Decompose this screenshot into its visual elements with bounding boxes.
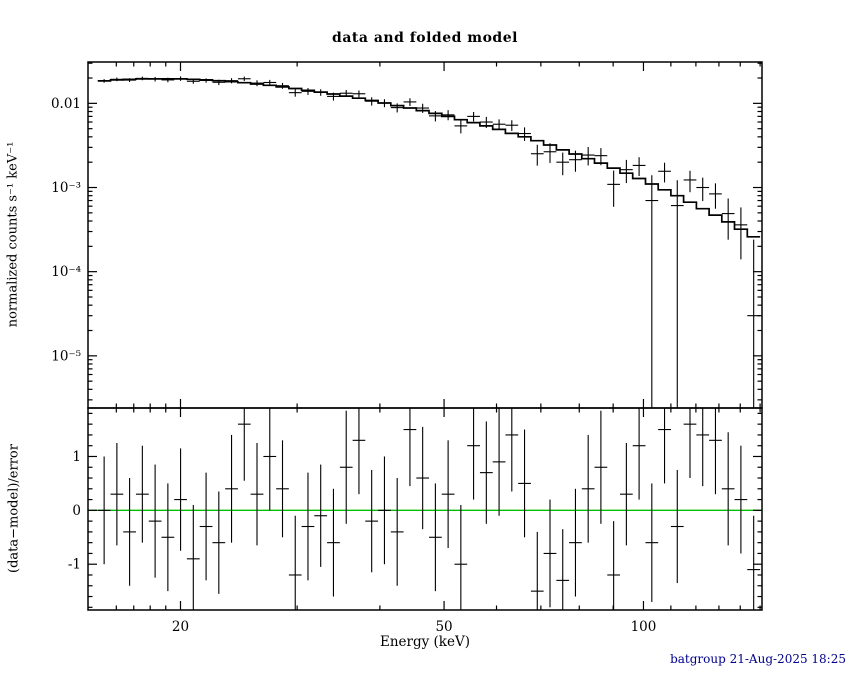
axis-ticks: [88, 62, 762, 610]
y-tick-label-spectrum: 10⁻³: [51, 180, 81, 196]
x-tick-label: 100: [631, 619, 657, 635]
y-tick-label-residuals: -1: [68, 557, 81, 573]
axis-frame: [87, 61, 763, 611]
residual-points: [97, 408, 761, 610]
spectrum-data-points: [97, 76, 761, 408]
x-tick-label: 50: [435, 619, 452, 635]
timestamp-label: batgroup 21-Aug-2025 18:25: [670, 652, 846, 666]
y-axis-label-spectrum: normalized counts s⁻¹ keV⁻¹: [5, 141, 21, 328]
y-tick-label-residuals: 0: [72, 503, 81, 519]
x-axis-label: Energy (keV): [379, 634, 470, 650]
axis-tick-labels: 20 50 100 10⁻⁵ 10⁻⁴ 10⁻³ 0.01 -1 0 1: [51, 96, 656, 635]
y-tick-label-residuals: 1: [72, 449, 81, 465]
y-tick-label-spectrum: 10⁻⁴: [51, 264, 81, 280]
plot-title: data and folded model: [332, 30, 518, 46]
y-tick-label-spectrum: 0.01: [51, 96, 81, 112]
x-tick-label: 20: [172, 619, 189, 635]
y-axis-label-residuals: (data−model)/error: [6, 444, 22, 573]
y-tick-label-spectrum: 10⁻⁵: [51, 348, 81, 364]
model-histogram: [97, 77, 761, 238]
